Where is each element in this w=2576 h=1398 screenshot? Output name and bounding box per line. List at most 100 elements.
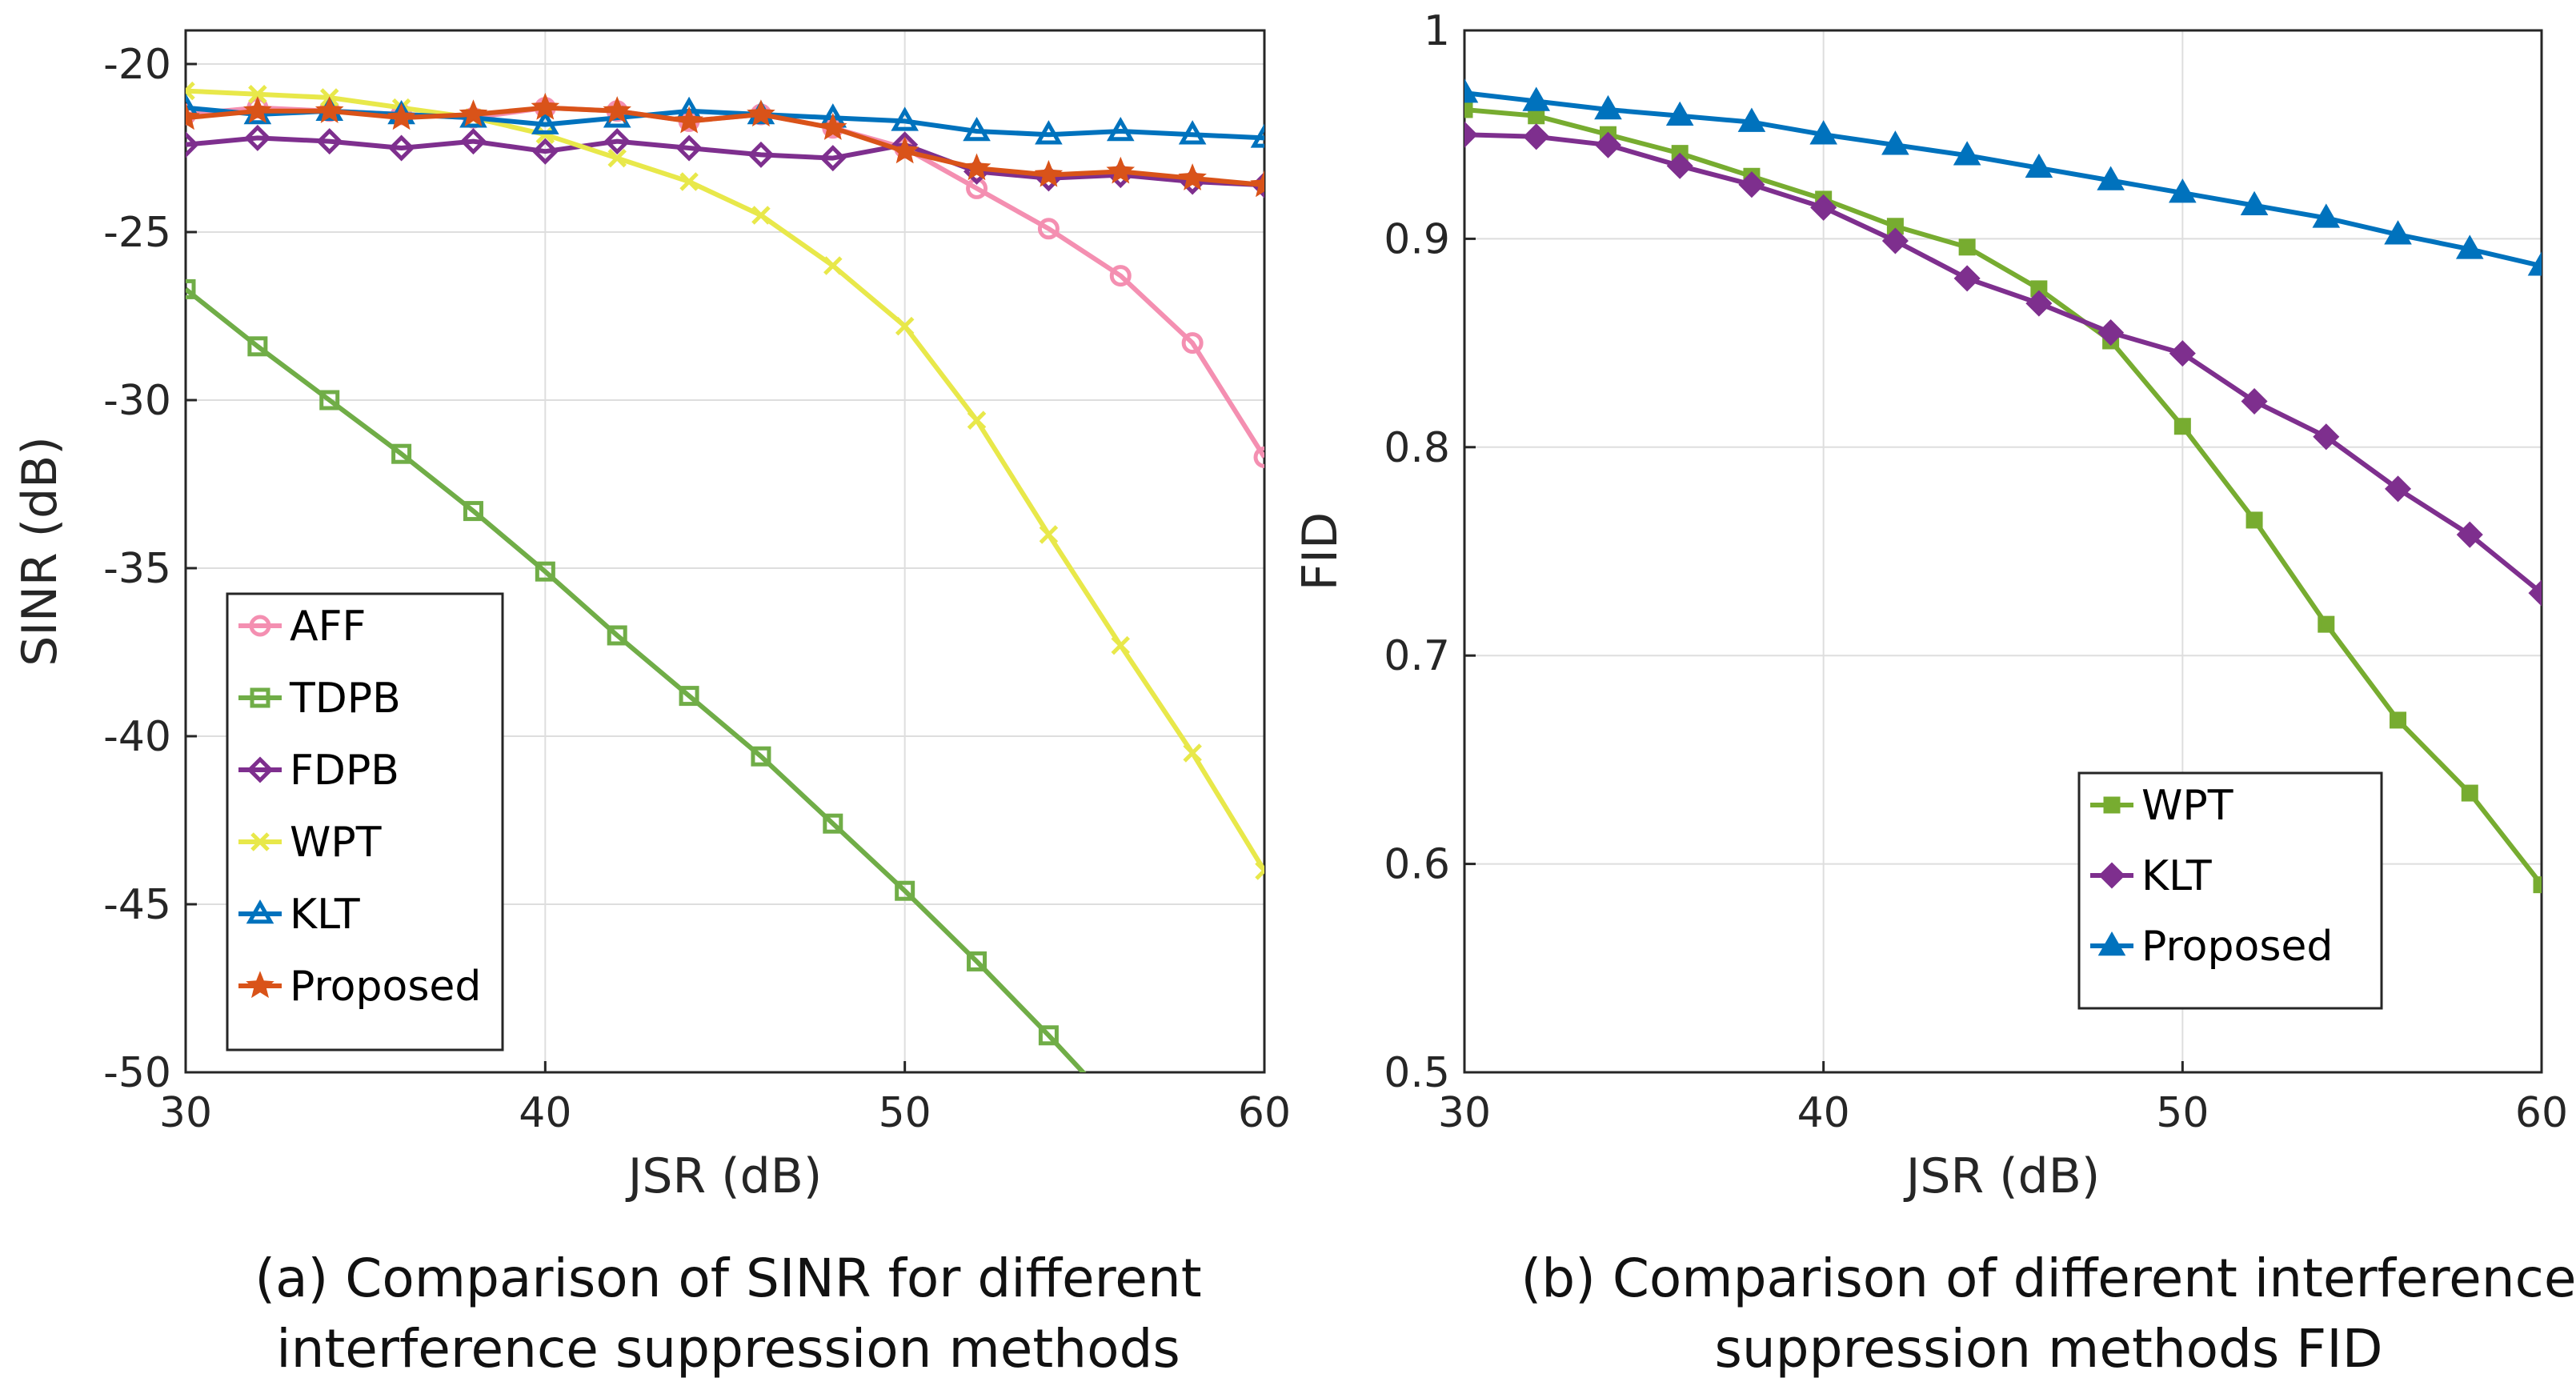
data-point-klt bbox=[891, 106, 919, 131]
data-point-klt bbox=[531, 110, 559, 134]
series-proposed bbox=[1464, 78, 2542, 276]
legend-label-proposed: Proposed bbox=[290, 963, 481, 1011]
data-point-klt bbox=[2097, 319, 2125, 346]
series-klt bbox=[1464, 121, 2542, 607]
axes-box bbox=[184, 29, 1266, 1074]
data-point-proposed bbox=[962, 153, 992, 181]
series-line-wpt bbox=[1464, 107, 2542, 887]
legend-label-wpt: WPT bbox=[2141, 782, 2233, 830]
data-point-proposed bbox=[1953, 141, 1981, 166]
data-point-proposed bbox=[2169, 178, 2197, 203]
legend-marker-aff bbox=[249, 615, 271, 637]
series-line-wpt bbox=[186, 88, 1264, 872]
x-axis-label: JSR (dB) bbox=[1903, 1148, 2101, 1204]
data-point-klt bbox=[2313, 423, 2340, 451]
data-point-wpt bbox=[186, 81, 195, 101]
x-tick-label: 50 bbox=[879, 1089, 931, 1137]
plot-series-layer bbox=[186, 81, 1264, 1198]
data-point-proposed bbox=[1522, 86, 1551, 111]
data-point-klt bbox=[1523, 123, 1550, 150]
data-point-klt bbox=[963, 116, 991, 142]
data-point-tdpb bbox=[895, 880, 915, 901]
legend-marker-proposed bbox=[246, 971, 274, 999]
data-point-proposed bbox=[531, 92, 560, 120]
data-point-wpt bbox=[2390, 711, 2407, 729]
data-point-aff bbox=[1181, 332, 1204, 355]
data-point-proposed bbox=[1881, 130, 1909, 155]
data-point-tdpb bbox=[751, 746, 771, 767]
legend-marker-proposed bbox=[2097, 931, 2126, 956]
data-point-klt bbox=[1810, 194, 1837, 221]
x-tick-label: 30 bbox=[1438, 1089, 1491, 1137]
data-point-proposed bbox=[1809, 120, 1837, 145]
data-point-wpt bbox=[1111, 635, 1131, 655]
legend: AFF TDPB FDPB WPT KLT Proposed bbox=[226, 592, 504, 1052]
data-point-klt bbox=[2456, 521, 2483, 548]
data-point-fdpb bbox=[186, 131, 199, 158]
data-point-wpt bbox=[1039, 525, 1059, 544]
series-wpt bbox=[1464, 101, 2542, 894]
legend-label-tdpb: TDPB bbox=[289, 675, 401, 723]
data-point-proposed bbox=[2455, 234, 2484, 259]
y-tick-label: -30 bbox=[103, 377, 171, 425]
data-point-proposed bbox=[2097, 166, 2125, 190]
data-point-proposed bbox=[2240, 190, 2269, 215]
data-point-wpt bbox=[2533, 876, 2542, 894]
figure-caption-line: (b) Comparison of different interference bbox=[1520, 1248, 2576, 1309]
series-line-klt bbox=[1464, 132, 2542, 595]
y-axis-label: SINR (dB) bbox=[12, 436, 68, 667]
data-point-aff bbox=[1109, 265, 1132, 287]
x-tick-label: 30 bbox=[159, 1089, 212, 1137]
data-point-fdpb bbox=[388, 134, 415, 162]
data-point-aff bbox=[1253, 446, 1264, 468]
data-point-klt bbox=[2169, 340, 2196, 367]
y-tick-label: 0.9 bbox=[1384, 215, 1450, 263]
data-point-fdpb bbox=[603, 128, 631, 155]
series-line-fdpb bbox=[186, 135, 1264, 188]
data-point-proposed bbox=[2025, 153, 2053, 178]
data-point-klt bbox=[1178, 120, 1207, 145]
y-tick-label: 0.7 bbox=[1384, 632, 1450, 680]
data-point-klt bbox=[2384, 475, 2412, 503]
data-point-proposed bbox=[186, 102, 200, 130]
data-point-wpt bbox=[607, 148, 627, 168]
data-point-proposed bbox=[314, 96, 344, 123]
y-tick-label: -35 bbox=[103, 545, 171, 593]
y-tick-label: 1 bbox=[1424, 7, 1450, 55]
data-point-klt bbox=[2241, 387, 2268, 415]
legend-box bbox=[226, 592, 504, 1052]
x-tick-label: 40 bbox=[1797, 1089, 1850, 1137]
data-point-wpt bbox=[248, 85, 267, 104]
data-point-tdpb bbox=[186, 278, 196, 299]
legend-label-fdpb: FDPB bbox=[290, 747, 399, 795]
axes-box bbox=[1463, 29, 2543, 1074]
data-point-tdpb bbox=[247, 336, 268, 357]
data-point-fdpb bbox=[747, 141, 775, 168]
data-point-proposed bbox=[1034, 159, 1064, 187]
data-point-proposed bbox=[819, 113, 847, 140]
data-point-klt bbox=[2528, 579, 2542, 607]
data-point-klt bbox=[1035, 120, 1063, 145]
x-tick-label: 60 bbox=[2515, 1089, 2568, 1137]
x-tick-label: 60 bbox=[1238, 1089, 1291, 1137]
figure-caption-line: (a) Comparison of SINR for different bbox=[254, 1248, 1201, 1309]
data-point-proposed bbox=[890, 136, 919, 164]
legend-label-aff: AFF bbox=[290, 603, 366, 651]
data-point-tdpb bbox=[679, 686, 699, 707]
data-point-tdpb bbox=[823, 813, 843, 834]
data-point-klt bbox=[2025, 290, 2053, 317]
data-point-fdpb bbox=[316, 128, 343, 155]
data-point-klt bbox=[1881, 227, 1909, 254]
series-line-proposed bbox=[1464, 90, 2542, 269]
y-tick-label: -45 bbox=[103, 881, 171, 929]
data-point-proposed bbox=[459, 99, 488, 127]
data-point-proposed bbox=[1178, 163, 1207, 190]
data-point-wpt bbox=[535, 125, 555, 144]
legend-marker-fdpb bbox=[246, 756, 274, 783]
data-point-wpt bbox=[2318, 615, 2335, 633]
data-point-wpt bbox=[2461, 784, 2478, 802]
data-point-tdpb bbox=[1184, 1182, 1200, 1198]
data-point-proposed bbox=[747, 99, 775, 127]
data-point-proposed bbox=[2527, 251, 2542, 276]
